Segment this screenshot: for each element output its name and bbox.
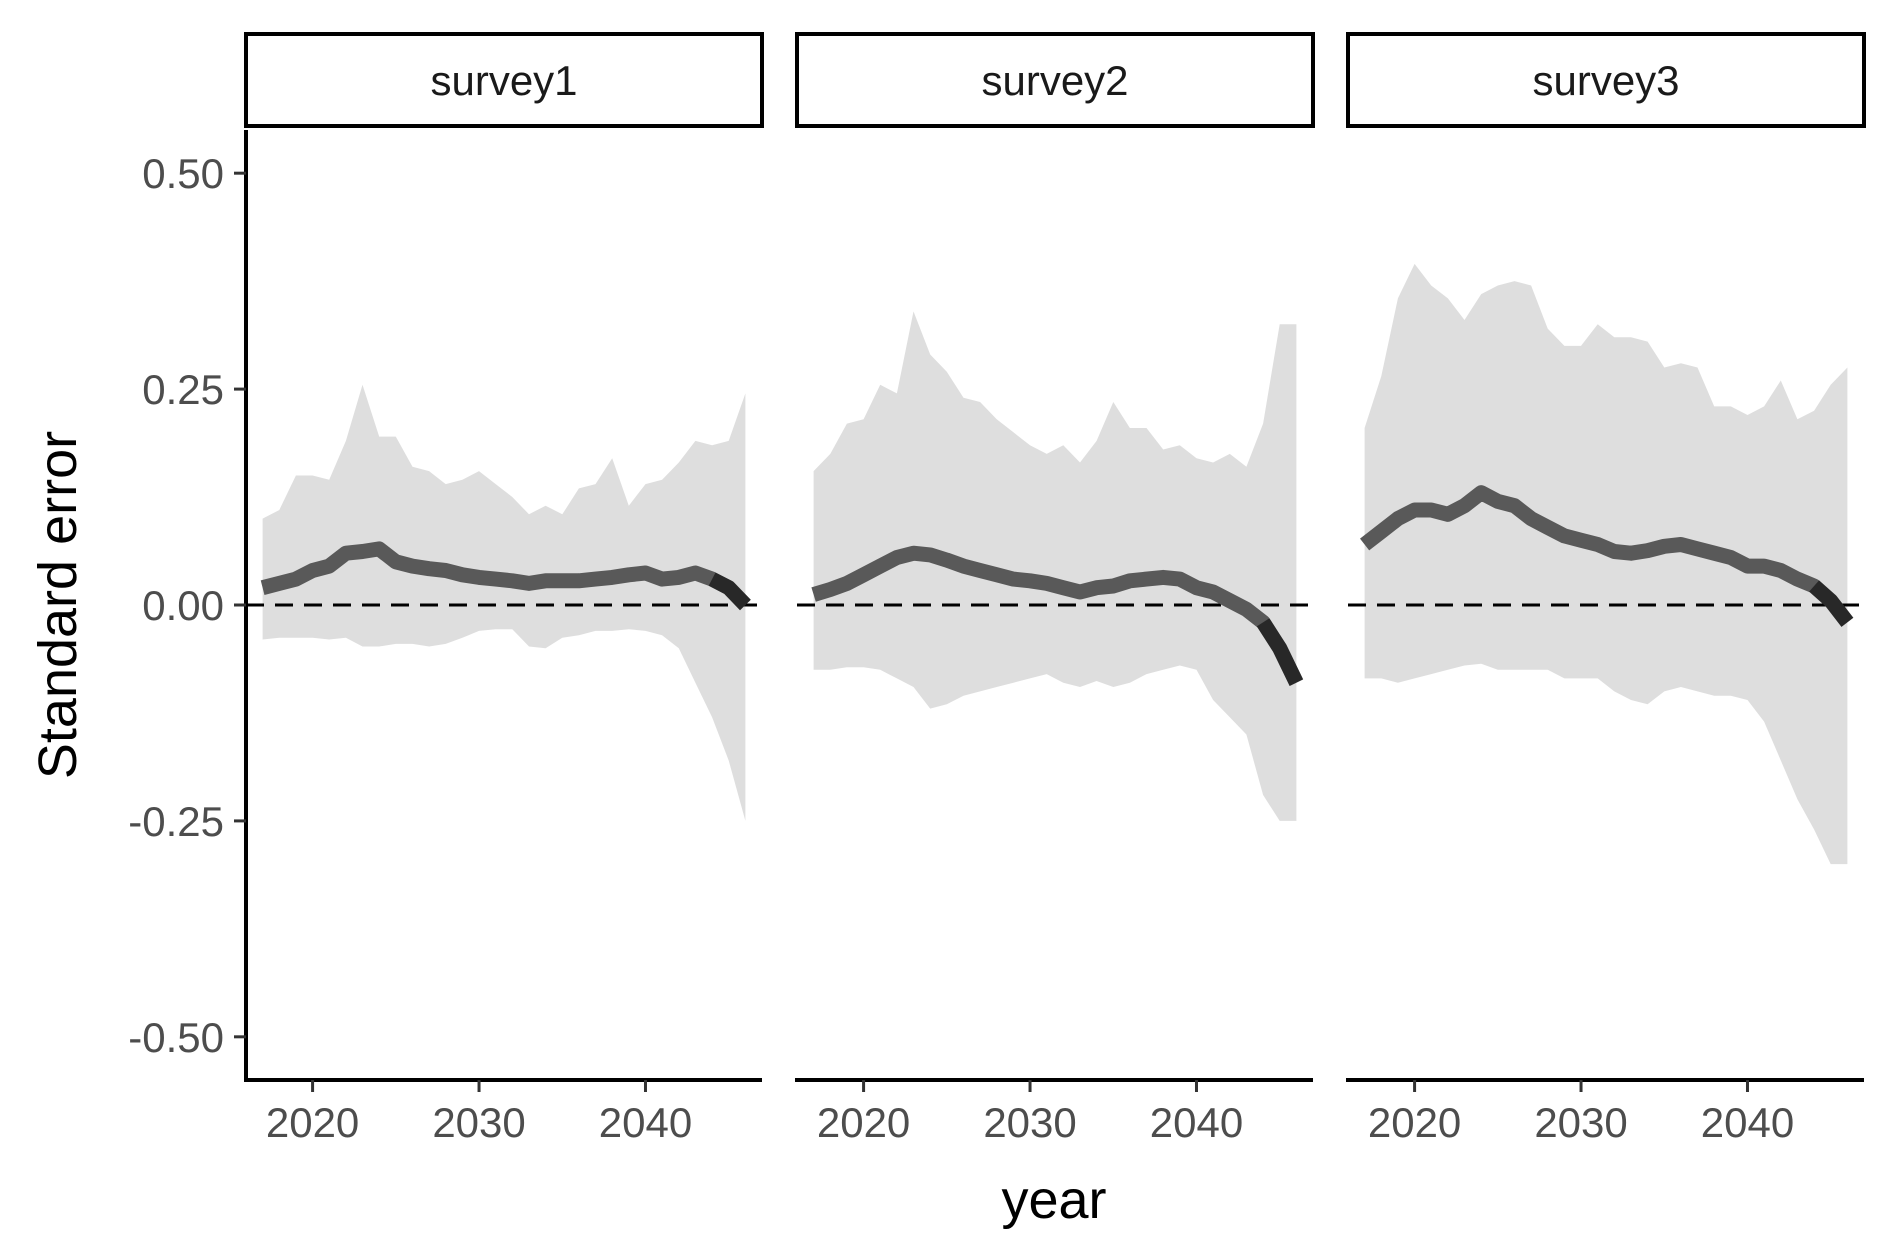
x-tick-label: 2030 — [983, 1099, 1076, 1146]
y-axis-title: Standard error — [28, 431, 88, 779]
facet-strip-label: survey3 — [1532, 57, 1679, 104]
y-axis: 0.50 0.25 0.00 -0.25 -0.50 — [128, 130, 248, 1082]
x-tick-label: 2020 — [266, 1099, 359, 1146]
median-line-tail — [1256, 618, 1304, 686]
confidence-band — [813, 311, 1297, 821]
median-line — [1360, 485, 1854, 627]
median-line — [811, 545, 1304, 686]
confidence-band — [1364, 263, 1848, 865]
y-tick-label: -0.25 — [128, 798, 224, 845]
facet-survey2: survey2 2020 2030 2040 — [795, 32, 1315, 1146]
x-tick-label: 2040 — [1701, 1099, 1794, 1146]
median-line-tail — [708, 572, 751, 611]
y-tick-label: -0.50 — [128, 1014, 224, 1061]
y-tick-label: 0.00 — [142, 582, 224, 629]
x-tick-label: 2020 — [1368, 1099, 1461, 1146]
y-tick-label: 0.25 — [142, 366, 224, 413]
y-tick-label: 0.50 — [142, 150, 224, 197]
x-tick-label: 2030 — [432, 1099, 525, 1146]
x-tick-label: 2030 — [1534, 1099, 1627, 1146]
facet-strip — [795, 32, 1315, 128]
facet-strip-label: survey2 — [981, 57, 1128, 104]
facet-strip — [1346, 32, 1866, 128]
facet-survey3: survey3 2020 2030 2040 — [1346, 32, 1866, 1146]
median-line — [260, 541, 751, 611]
x-tick-label: 2040 — [1150, 1099, 1243, 1146]
facet-survey1: survey1 2020 2030 2040 — [244, 32, 764, 1146]
median-line-tail — [1809, 580, 1854, 627]
x-tick-label: 2040 — [599, 1099, 692, 1146]
x-tick-label: 2020 — [817, 1099, 910, 1146]
facet-strip — [244, 32, 764, 128]
x-axis-title: year — [1001, 1170, 1106, 1230]
confidence-band — [262, 384, 746, 821]
facet-strip-label: survey1 — [430, 57, 577, 104]
